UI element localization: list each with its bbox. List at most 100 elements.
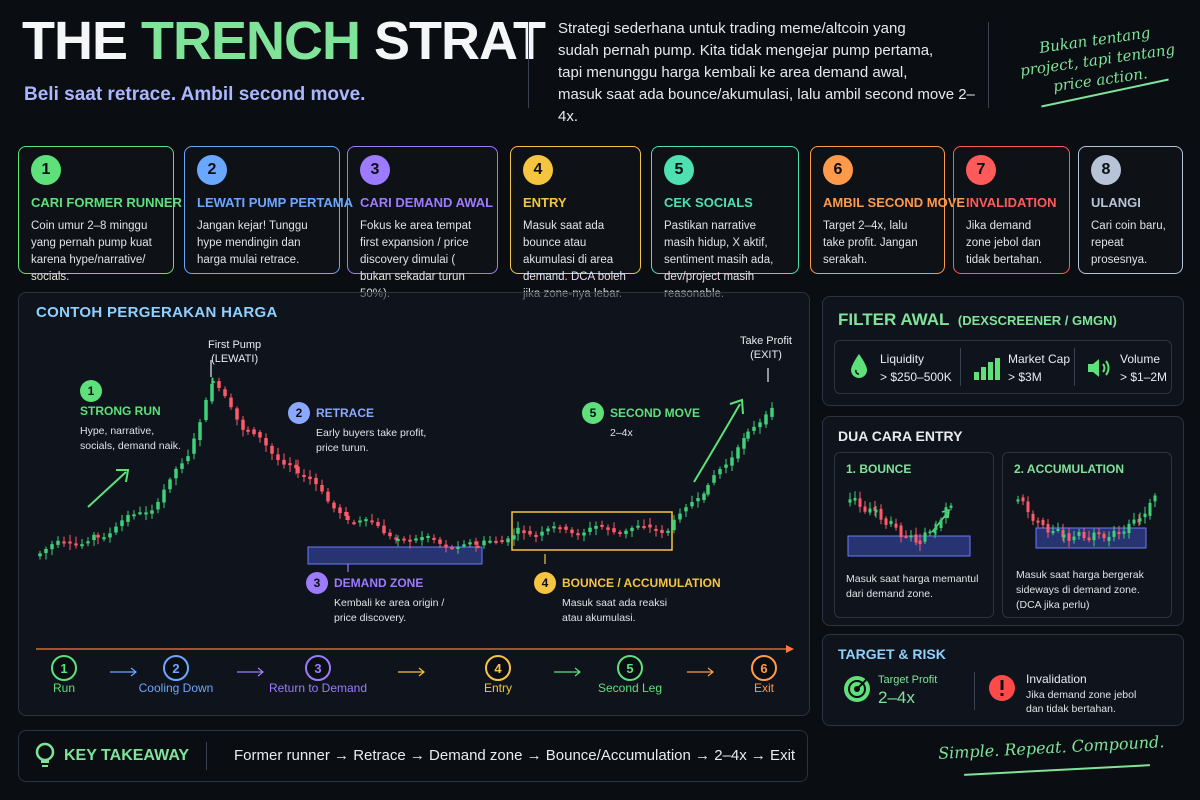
candle-body	[108, 533, 112, 538]
candle-body	[600, 524, 604, 527]
candle-body	[264, 437, 268, 446]
droplet-icon	[848, 352, 870, 385]
candle-body	[338, 507, 342, 514]
candle-body	[540, 531, 544, 536]
step-title: CEK SOCIALS	[664, 195, 753, 210]
step-title: INVALIDATION	[966, 195, 1057, 210]
candle-body	[648, 524, 652, 528]
candle-body	[488, 540, 492, 543]
annotation-desc: Masuk saat ada reaksi	[562, 597, 668, 609]
bounce-chart	[847, 491, 971, 557]
entry-methods-panel	[822, 416, 1184, 626]
candle-body	[636, 525, 640, 528]
candle-body	[612, 528, 616, 533]
step-desc: Jangan kejar! Tunggu hype mendingin dan …	[197, 220, 308, 266]
candle-body	[848, 499, 852, 503]
candle-body	[868, 508, 872, 513]
timeline-arrow	[554, 667, 581, 677]
timeline-step-number: 6	[751, 655, 777, 681]
candle-body	[364, 519, 368, 522]
candle-body	[217, 381, 221, 388]
candle-body	[1082, 532, 1086, 539]
step-number: 5	[664, 155, 694, 185]
strong-run-arrow	[87, 471, 127, 508]
candle-body	[211, 380, 215, 383]
timeline-step-number: 2	[163, 655, 189, 681]
candle-body	[56, 540, 60, 545]
candle-body	[426, 535, 430, 538]
candle-body	[858, 498, 862, 507]
invalidation-desc: Jika demand zone jebol dan tidak bertahan…	[1026, 689, 1137, 715]
candle-body	[1021, 497, 1025, 502]
annotation-title: RETRACE	[316, 406, 375, 420]
candle-body	[332, 502, 336, 509]
candle-body	[558, 527, 562, 530]
demand-zone-box	[307, 546, 483, 565]
step-desc: Pastikan narrative masih hidup, X aktif,…	[664, 220, 774, 300]
lightbulb-icon	[34, 742, 56, 775]
candle-body	[630, 527, 634, 532]
candle-body	[1036, 520, 1040, 523]
filter-title: FILTER AWAL (DEXSCREENER / GMGN)	[838, 310, 1117, 329]
bounce-candles	[848, 491, 953, 551]
step-card-1: 1 CARI FORMER RUNNER Coin umur 2–8 minggu …	[18, 146, 182, 283]
candle-body	[1061, 530, 1065, 538]
timeline-arrows	[110, 667, 714, 677]
header-divider	[528, 22, 529, 108]
filter-divider	[960, 348, 961, 386]
candle-body	[62, 541, 66, 544]
candle-body	[320, 485, 324, 492]
bounce-title: 1. BOUNCE	[846, 462, 912, 476]
candle-body	[74, 543, 78, 546]
candle-body	[928, 531, 932, 534]
step-card-7: 7 INVALIDATION Jika demand zone jebol dan …	[953, 146, 1070, 274]
timeline-arrow	[398, 667, 425, 677]
candle-body	[736, 447, 740, 459]
step-desc: Masuk saat ada bounce atau akumulasi di …	[523, 220, 626, 300]
quote-text: Bukan tentang project, tapi tentang pric…	[1018, 23, 1177, 96]
step-number: 4	[523, 155, 553, 185]
candle-body	[873, 507, 877, 511]
timeline-arrow	[110, 667, 137, 677]
candle-body	[660, 529, 664, 534]
candle-body	[308, 476, 312, 480]
candle-body	[456, 546, 460, 549]
price-movement-panel	[18, 292, 810, 716]
accumulation-title: 2. ACCUMULATION	[1014, 462, 1124, 476]
step-desc: Jika demand zone jebol dan tidak bertaha…	[966, 220, 1043, 266]
step-number: 3	[360, 155, 390, 185]
candle-body	[314, 477, 318, 485]
candle-body	[770, 407, 774, 417]
candle-body	[706, 485, 710, 495]
candle-body	[718, 469, 722, 475]
candle-body	[918, 540, 922, 545]
annotation-number: 1	[80, 380, 102, 402]
step-card-6: 6 AMBIL SECOND MOVE Target 2–4x, lalu take…	[810, 146, 965, 274]
candle-body	[546, 528, 550, 532]
candle-body	[294, 464, 298, 469]
target-risk-title: TARGET & RISK	[838, 646, 946, 662]
step-desc: Target 2–4x, lalu take profit. Jangan se…	[823, 220, 918, 266]
candle-body	[1056, 528, 1060, 531]
step-title: ENTRY	[523, 195, 567, 210]
candle-body	[702, 493, 706, 501]
candle-body	[588, 527, 592, 532]
candle-body	[1077, 532, 1081, 536]
page-subtitle: Beli saat retrace. Ambil second move.	[24, 84, 366, 105]
step-title: CARI FORMER RUNNER	[31, 195, 182, 210]
candle-body	[223, 389, 227, 397]
candle-body	[1148, 502, 1152, 516]
second-move-arrowhead	[729, 398, 744, 415]
candle-body	[1127, 523, 1131, 533]
candle-body	[92, 534, 96, 541]
candle-body	[690, 502, 694, 507]
timeline-step-label: Second Leg	[597, 681, 663, 695]
candle-body	[764, 414, 768, 425]
candle-body	[642, 526, 646, 529]
candle-body	[296, 466, 300, 474]
candle-body	[235, 408, 239, 420]
filter-divider-2	[1074, 348, 1075, 386]
step-number: 7	[966, 155, 996, 185]
key-divider	[206, 742, 207, 770]
signoff-text: Simple. Repeat. Compound.	[937, 732, 1165, 763]
